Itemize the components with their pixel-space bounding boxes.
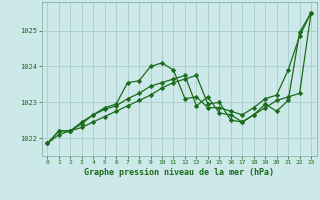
X-axis label: Graphe pression niveau de la mer (hPa): Graphe pression niveau de la mer (hPa)	[84, 168, 274, 177]
